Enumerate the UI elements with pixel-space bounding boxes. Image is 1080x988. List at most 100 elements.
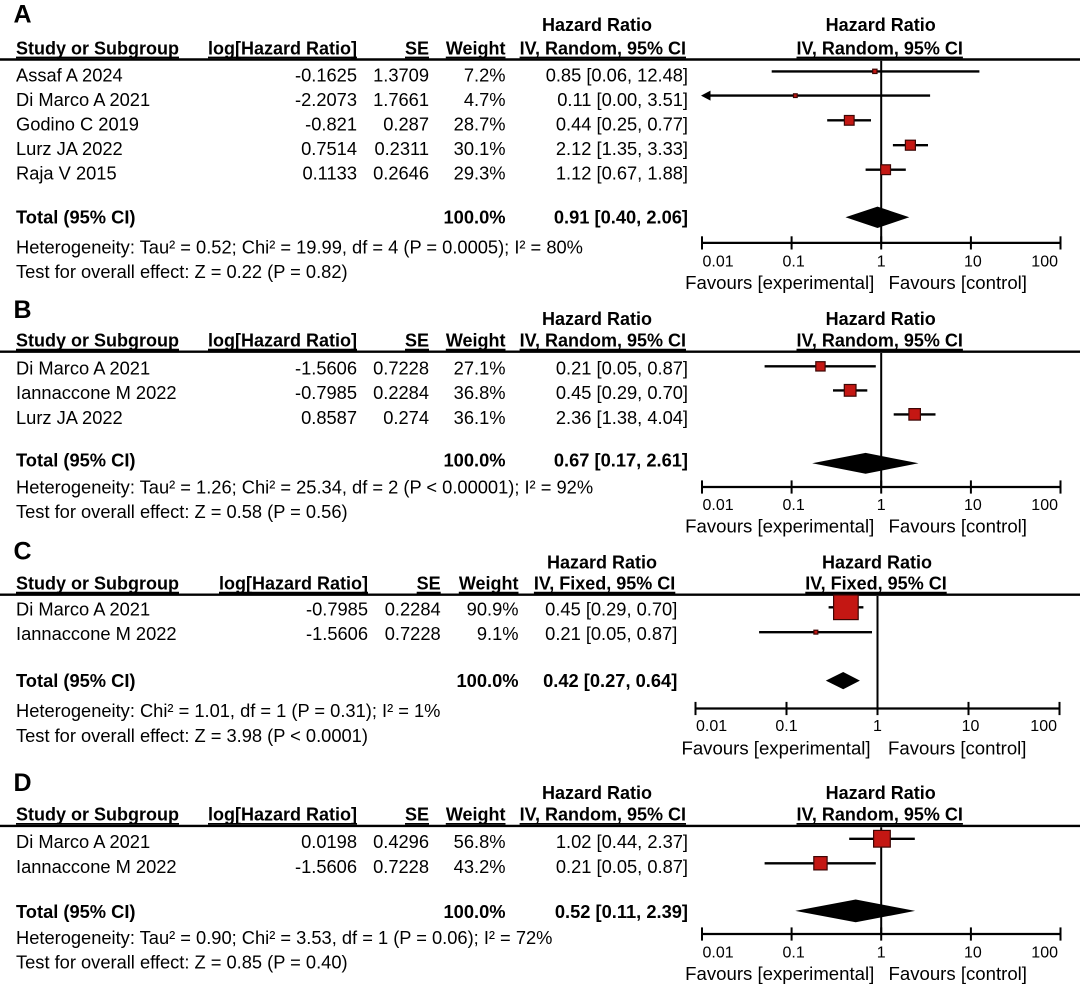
svg-text:Study or Subgroup: Study or Subgroup <box>16 38 179 58</box>
svg-text:Di Marco A 2021: Di Marco A 2021 <box>16 598 150 619</box>
svg-text:0.45 [0.29, 0.70]: 0.45 [0.29, 0.70] <box>556 382 688 403</box>
svg-text:0.2311: 0.2311 <box>374 138 429 159</box>
svg-text:Hazard Ratio: Hazard Ratio <box>542 309 652 329</box>
svg-text:1.12 [0.67, 1.88]: 1.12 [0.67, 1.88] <box>556 163 688 184</box>
svg-text:IV, Random, 95% CI: IV, Random, 95% CI <box>520 331 686 351</box>
svg-text:Di Marco A 2021: Di Marco A 2021 <box>16 357 150 378</box>
svg-text:C: C <box>14 538 32 566</box>
svg-text:0.274: 0.274 <box>383 407 429 428</box>
svg-text:0.21 [0.05, 0.87]: 0.21 [0.05, 0.87] <box>556 357 688 378</box>
svg-text:Hazard Ratio: Hazard Ratio <box>822 552 932 572</box>
svg-text:log[Hazard Ratio]: log[Hazard Ratio] <box>208 331 357 351</box>
svg-text:Test for overall effect: Z = 0: Test for overall effect: Z = 0.58 (P = 0… <box>16 501 348 522</box>
svg-text:Hazard Ratio: Hazard Ratio <box>547 552 657 572</box>
svg-text:36.1%: 36.1% <box>454 407 506 428</box>
svg-text:Assaf A 2024: Assaf A 2024 <box>16 65 123 86</box>
svg-text:0.2284: 0.2284 <box>385 598 441 619</box>
svg-text:Hazard Ratio: Hazard Ratio <box>826 783 936 803</box>
svg-text:IV, Random, 95% CI: IV, Random, 95% CI <box>797 805 963 825</box>
svg-text:Weight: Weight <box>446 331 506 351</box>
svg-text:-0.7985: -0.7985 <box>295 382 357 403</box>
svg-text:B: B <box>14 296 32 324</box>
svg-text:90.9%: 90.9% <box>467 598 519 619</box>
svg-text:0.21 [0.05, 0.87]: 0.21 [0.05, 0.87] <box>545 623 677 644</box>
svg-text:0.4296: 0.4296 <box>373 831 429 852</box>
svg-text:SE: SE <box>405 805 429 825</box>
svg-text:SE: SE <box>417 574 441 594</box>
svg-text:Favours [experimental]: Favours [experimental] <box>685 515 874 536</box>
svg-text:Godino C 2019: Godino C 2019 <box>16 114 139 135</box>
svg-text:Total (95% CI): Total (95% CI) <box>16 670 136 691</box>
svg-text:Iannaccone M 2022: Iannaccone M 2022 <box>16 623 177 644</box>
svg-text:-0.1625: -0.1625 <box>295 65 357 86</box>
svg-text:Lurz JA 2022: Lurz JA 2022 <box>16 407 123 428</box>
svg-text:0.7514: 0.7514 <box>301 138 357 159</box>
svg-text:Total (95% CI): Total (95% CI) <box>16 901 136 922</box>
svg-text:56.8%: 56.8% <box>454 831 506 852</box>
svg-text:IV, Random, 95% CI: IV, Random, 95% CI <box>797 331 963 351</box>
svg-text:0.01: 0.01 <box>696 718 727 735</box>
svg-text:-0.7985: -0.7985 <box>306 598 368 619</box>
svg-text:1: 1 <box>877 497 886 514</box>
svg-text:Heterogeneity: Chi² = 1.01, df: Heterogeneity: Chi² = 1.01, df = 1 (P = … <box>16 700 440 721</box>
svg-text:Raja V 2015: Raja V 2015 <box>16 163 117 184</box>
svg-text:Iannaccone M 2022: Iannaccone M 2022 <box>16 382 177 403</box>
svg-text:29.3%: 29.3% <box>454 163 506 184</box>
svg-text:0.44 [0.25, 0.77]: 0.44 [0.25, 0.77] <box>556 114 688 135</box>
svg-text:10: 10 <box>964 497 982 514</box>
svg-text:SE: SE <box>405 331 429 351</box>
svg-text:43.2%: 43.2% <box>454 856 506 877</box>
svg-text:IV, Random, 95% CI: IV, Random, 95% CI <box>797 38 963 58</box>
svg-text:Hazard Ratio: Hazard Ratio <box>826 309 936 329</box>
svg-text:0.01: 0.01 <box>703 945 734 962</box>
svg-text:Favours [control]: Favours [control] <box>889 272 1027 293</box>
svg-text:7.2%: 7.2% <box>464 65 506 86</box>
svg-text:0.2646: 0.2646 <box>373 163 429 184</box>
svg-text:Hazard Ratio: Hazard Ratio <box>826 15 936 35</box>
svg-text:0.45 [0.29, 0.70]: 0.45 [0.29, 0.70] <box>545 598 677 619</box>
svg-text:Study or Subgroup: Study or Subgroup <box>16 331 179 351</box>
svg-text:0.0198: 0.0198 <box>301 831 357 852</box>
svg-text:30.1%: 30.1% <box>454 138 506 159</box>
svg-text:0.7228: 0.7228 <box>373 856 429 877</box>
svg-text:-1.5606: -1.5606 <box>295 357 357 378</box>
svg-text:28.7%: 28.7% <box>454 114 506 135</box>
svg-text:4.7%: 4.7% <box>464 89 506 110</box>
svg-text:Favours [experimental]: Favours [experimental] <box>681 738 870 759</box>
svg-text:1.7661: 1.7661 <box>373 89 429 110</box>
svg-text:0.7228: 0.7228 <box>373 357 429 378</box>
svg-text:D: D <box>14 769 32 797</box>
svg-text:0.42 [0.27, 0.64]: 0.42 [0.27, 0.64] <box>543 670 677 691</box>
svg-text:0.1: 0.1 <box>782 253 804 270</box>
svg-text:10: 10 <box>964 253 982 270</box>
svg-text:0.2284: 0.2284 <box>373 382 429 403</box>
svg-text:9.1%: 9.1% <box>477 623 519 644</box>
svg-text:0.01: 0.01 <box>703 497 734 514</box>
svg-text:100.0%: 100.0% <box>443 450 505 471</box>
svg-text:0.85 [0.06, 12.48]: 0.85 [0.06, 12.48] <box>546 65 688 86</box>
svg-text:0.52 [0.11, 2.39]: 0.52 [0.11, 2.39] <box>555 901 688 922</box>
svg-text:0.287: 0.287 <box>383 114 429 135</box>
svg-text:27.1%: 27.1% <box>454 357 506 378</box>
svg-text:0.01: 0.01 <box>703 253 734 270</box>
svg-text:IV, Random, 95% CI: IV, Random, 95% CI <box>520 38 686 58</box>
svg-text:0.67 [0.17, 2.61]: 0.67 [0.17, 2.61] <box>554 450 688 471</box>
svg-text:IV, Fixed, 95% CI: IV, Fixed, 95% CI <box>805 574 946 594</box>
svg-text:-1.5606: -1.5606 <box>306 623 368 644</box>
svg-text:100.0%: 100.0% <box>456 670 518 691</box>
svg-text:Weight: Weight <box>446 805 506 825</box>
svg-text:1: 1 <box>877 253 886 270</box>
svg-text:100.0%: 100.0% <box>443 901 505 922</box>
svg-text:0.8587: 0.8587 <box>301 407 357 428</box>
svg-text:100: 100 <box>1031 497 1058 514</box>
svg-text:2.36 [1.38, 4.04]: 2.36 [1.38, 4.04] <box>556 407 688 428</box>
svg-text:Favours [control]: Favours [control] <box>889 515 1027 536</box>
svg-text:IV, Fixed, 95% CI: IV, Fixed, 95% CI <box>534 574 675 594</box>
svg-text:2.12 [1.35, 3.33]: 2.12 [1.35, 3.33] <box>556 138 688 159</box>
svg-text:log[Hazard Ratio]: log[Hazard Ratio] <box>208 805 357 825</box>
svg-text:100: 100 <box>1031 253 1058 270</box>
svg-text:100: 100 <box>1030 718 1057 735</box>
svg-text:IV, Random, 95% CI: IV, Random, 95% CI <box>520 805 686 825</box>
svg-text:100.0%: 100.0% <box>443 207 505 228</box>
svg-text:36.8%: 36.8% <box>454 382 506 403</box>
